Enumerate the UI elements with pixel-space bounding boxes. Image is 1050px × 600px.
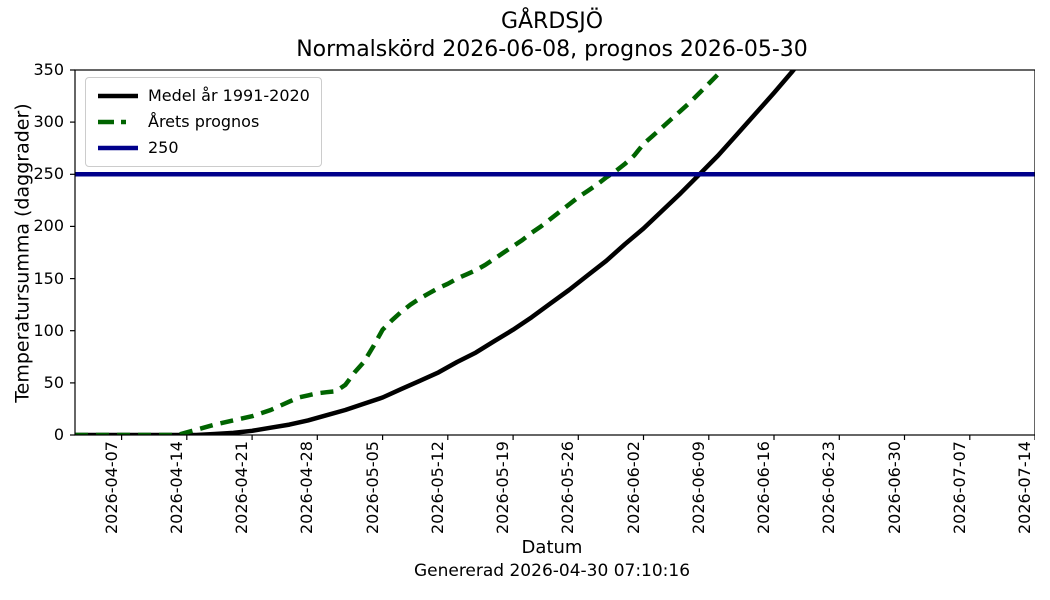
legend-line-sample [98,145,138,151]
x-tick-label: 2026-04-14 [166,441,186,534]
legend: Medel år 1991-2020 Årets prognos 250 [85,77,322,167]
x-tick-label: 2026-04-28 [297,441,317,534]
y-tick-label: 350 [33,60,64,79]
x-axis-label: Datum [521,537,583,558]
x-tick-label: 2026-06-09 [688,441,708,534]
y-axis-label: Temperatursumma (daggrader) [11,103,34,403]
chart-subtitle: Normalskörd 2026-06-08, prognos 2026-05-… [296,37,808,62]
legend-label: Medel år 1991-2020 [148,86,310,105]
x-tick-label: 2026-06-02 [623,441,643,534]
legend-item: Årets prognos [97,112,310,132]
x-tick-label: 2026-05-19 [493,441,513,534]
x-tick-label: 2026-06-30 [884,441,904,534]
x-tick-label: 2026-05-12 [427,441,447,534]
x-tick-label: 2026-07-07 [949,441,969,534]
x-tick-label: 2026-05-05 [362,441,382,534]
generated-timestamp: Genererad 2026-04-30 07:10:16 [413,561,691,581]
x-tick-label: 2026-06-23 [819,441,839,534]
y-tick-label: 150 [33,268,64,288]
plot-border [74,69,1035,436]
y-tick-label: 0 [53,425,64,444]
y-tick-label: 50 [43,372,64,392]
legend-item: Medel år 1991-2020 [97,86,310,106]
curves [75,70,1035,435]
legend-line-sample [98,93,138,99]
legend-label: Årets prognos [148,112,260,131]
x-tick-label: 2026-04-21 [232,441,252,534]
chart-title: GÅRDSJÖ [500,9,604,34]
y-tick-label: 250 [33,164,64,184]
x-tick-label: 2026-04-07 [101,441,121,534]
y-tick-label: 200 [33,216,64,236]
plot-area [70,69,1035,440]
x-tick-label: 2026-07-14 [1015,441,1034,534]
legend-line-sample [98,119,138,125]
y-tick-label: 300 [33,112,64,132]
legend-item: 250 [97,138,310,158]
x-tick-label: 2026-06-16 [754,441,774,534]
legend-label: 250 [148,138,179,157]
y-tick-label: 100 [33,320,64,340]
x-tick-label: 2026-05-26 [558,441,578,534]
series-prognos-line [75,70,725,435]
